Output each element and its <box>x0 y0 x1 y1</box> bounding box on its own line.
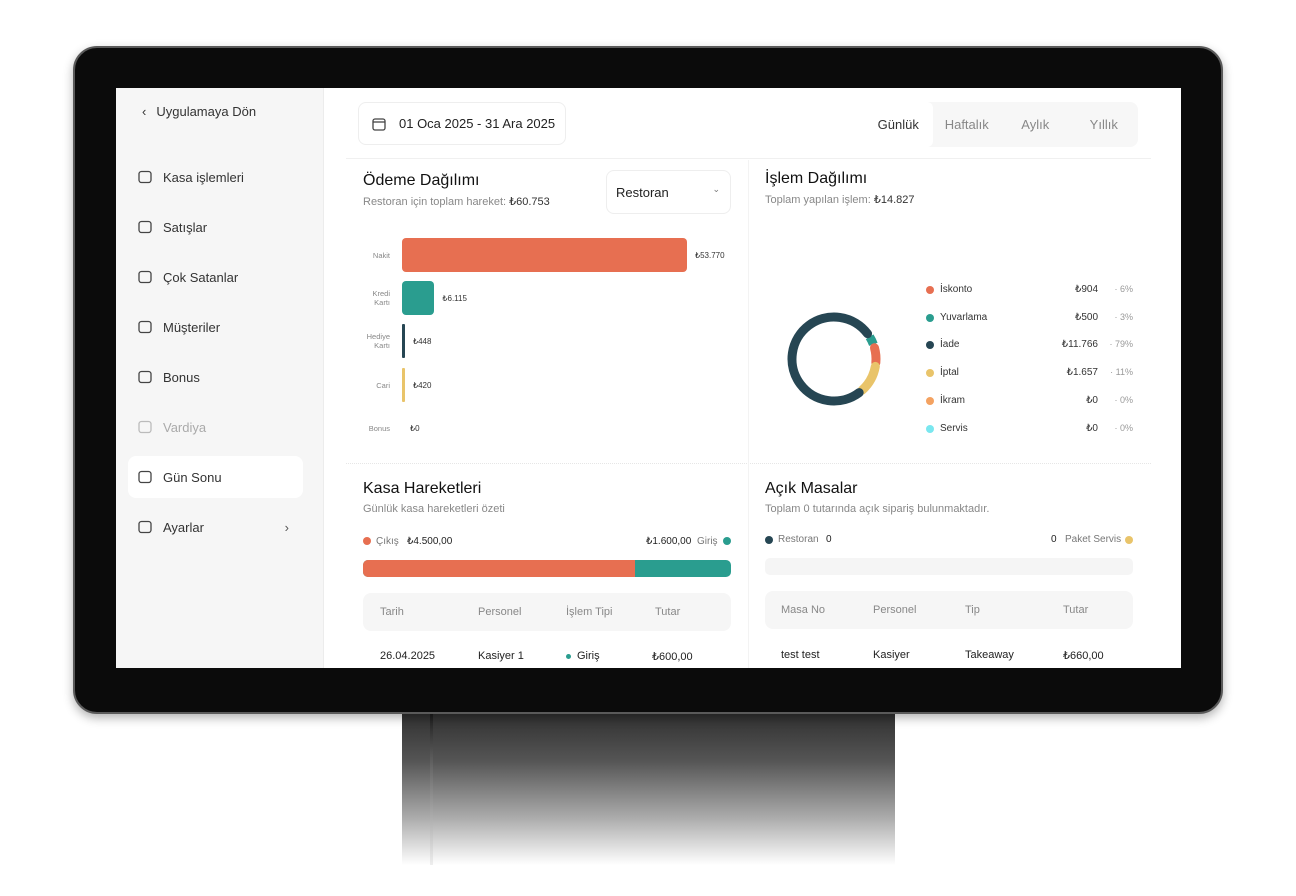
donut-chart <box>787 312 881 406</box>
date-range-picker[interactable]: 01 Oca 2025 - 31 Ara 2025 <box>358 102 566 145</box>
bar-2[interactable] <box>402 324 405 358</box>
bonus-card-icon <box>138 370 152 384</box>
bar-value: ₺448 <box>413 337 432 346</box>
payment-title: Ödeme Dağılımı <box>363 172 480 189</box>
in-dot <box>723 537 731 545</box>
chevron-down-icon: ⌄ <box>712 184 720 194</box>
tab-yillik[interactable]: Yıllık <box>1089 117 1118 132</box>
bar-1[interactable] <box>402 281 435 315</box>
open-orders-bar <box>765 558 1133 575</box>
legend-dot <box>926 424 934 433</box>
bar-0[interactable] <box>402 238 687 272</box>
masalar-table-header: Masa No Personel Tip Tutar <box>765 591 1133 629</box>
sidebar-item-4[interactable]: Bonus <box>128 356 303 398</box>
sidebar-item-3[interactable]: Müşteriler <box>128 306 303 348</box>
contact-icon <box>138 320 152 334</box>
masalar-header: Açık Masalar Toplam 0 tutarında açık sip… <box>765 480 990 515</box>
legend-item: İade ₺11.766 · 79% <box>926 338 1133 352</box>
legend-dot <box>926 396 934 405</box>
clock-icon <box>138 420 152 434</box>
calendar-icon <box>372 117 386 131</box>
calendar-lock-icon <box>138 470 152 484</box>
chevron-right-icon: › <box>284 519 289 535</box>
restoran-dot <box>765 536 773 544</box>
masalar-title: Açık Masalar <box>765 480 858 497</box>
payment-header: Ödeme Dağılımı Restoran için toplam hare… <box>363 172 550 208</box>
bar-value: ₺420 <box>413 381 432 390</box>
sidebar-item-7[interactable]: Ayarlar › <box>128 506 303 548</box>
screen: ‹ Uygulamaya Dön Kasa işlemleri Satışlar Ço… <box>116 88 1181 668</box>
back-link[interactable]: ‹ Uygulamaya Dön <box>142 104 257 119</box>
sidebar-item-0[interactable]: Kasa işlemleri <box>128 156 303 198</box>
kasa-title: Kasa Hareketleri <box>363 480 482 497</box>
bar-3[interactable] <box>402 368 405 402</box>
wallet-icon <box>138 170 152 184</box>
chevron-left-icon: ‹ <box>142 104 147 119</box>
sidebar-item-2[interactable]: Çok Satanlar <box>128 256 303 298</box>
legend-item: İptal ₺1.657 · 11% <box>926 366 1133 380</box>
bar-value: ₺6.115 <box>442 294 467 303</box>
sidebar-item-1[interactable]: Satışlar <box>128 206 303 248</box>
paket-dot <box>1125 536 1133 544</box>
legend-dot <box>926 369 934 378</box>
bar-label: Nakit <box>372 250 390 260</box>
kasa-header: Kasa Hareketleri Günlük kasa hareketleri… <box>363 480 505 515</box>
settings-icon <box>138 520 152 534</box>
chart-line-icon <box>138 270 152 284</box>
bar-label: Hediye Kartı <box>366 332 390 350</box>
legend-item: Yuvarlama ₺500 · 3% <box>926 311 1133 325</box>
tab-haftalik[interactable]: Haftalık <box>944 117 989 132</box>
period-tabs: Günlük Haftalık Aylık Yıllık <box>864 102 1138 147</box>
legend-item: İskonto ₺904 · 6% <box>926 283 1133 297</box>
donut-slice-1[interactable] <box>865 334 878 346</box>
legend-item: Servis ₺0 · 0% <box>926 422 1133 436</box>
sidebar: ‹ Uygulamaya Dön Kasa işlemleri Satışlar Ço… <box>116 88 324 668</box>
sidebar-item-6[interactable]: Gün Sonu <box>128 456 303 498</box>
channel-select[interactable]: Restoran ⌄ <box>606 170 731 214</box>
cash-flow-bar <box>363 560 731 577</box>
bar-value: ₺0 <box>410 424 420 433</box>
status-dot <box>566 654 571 659</box>
ops-header: İşlem Dağılımı Toplam yapılan işlem: ₺14… <box>765 170 915 206</box>
ops-title: İşlem Dağılımı <box>765 170 868 187</box>
monitor-stand <box>402 705 895 865</box>
out-dot <box>363 537 371 545</box>
legend-dot <box>926 341 934 350</box>
bar-label: Bonus <box>368 423 390 433</box>
sidebar-item-5[interactable]: Vardiya <box>128 406 303 448</box>
tab-aylik[interactable]: Aylık <box>1021 117 1050 132</box>
tab-gunluk[interactable]: Günlük <box>864 102 933 147</box>
coins-icon <box>138 220 152 234</box>
donut-slice-2[interactable] <box>787 312 873 406</box>
donut-slice-3[interactable] <box>857 361 880 395</box>
bar-label: Cari <box>376 380 390 390</box>
donut-slice-0[interactable] <box>869 343 881 368</box>
legend-dot <box>926 313 934 322</box>
bar-label: Kredi Kartı <box>372 289 390 307</box>
legend-dot <box>926 286 934 294</box>
legend-item: İkram ₺0 · 0% <box>926 394 1133 408</box>
kasa-table-header: Tarih Personel İşlem Tipi Tutar <box>363 593 731 631</box>
bar-value: ₺53.770 <box>695 251 725 260</box>
